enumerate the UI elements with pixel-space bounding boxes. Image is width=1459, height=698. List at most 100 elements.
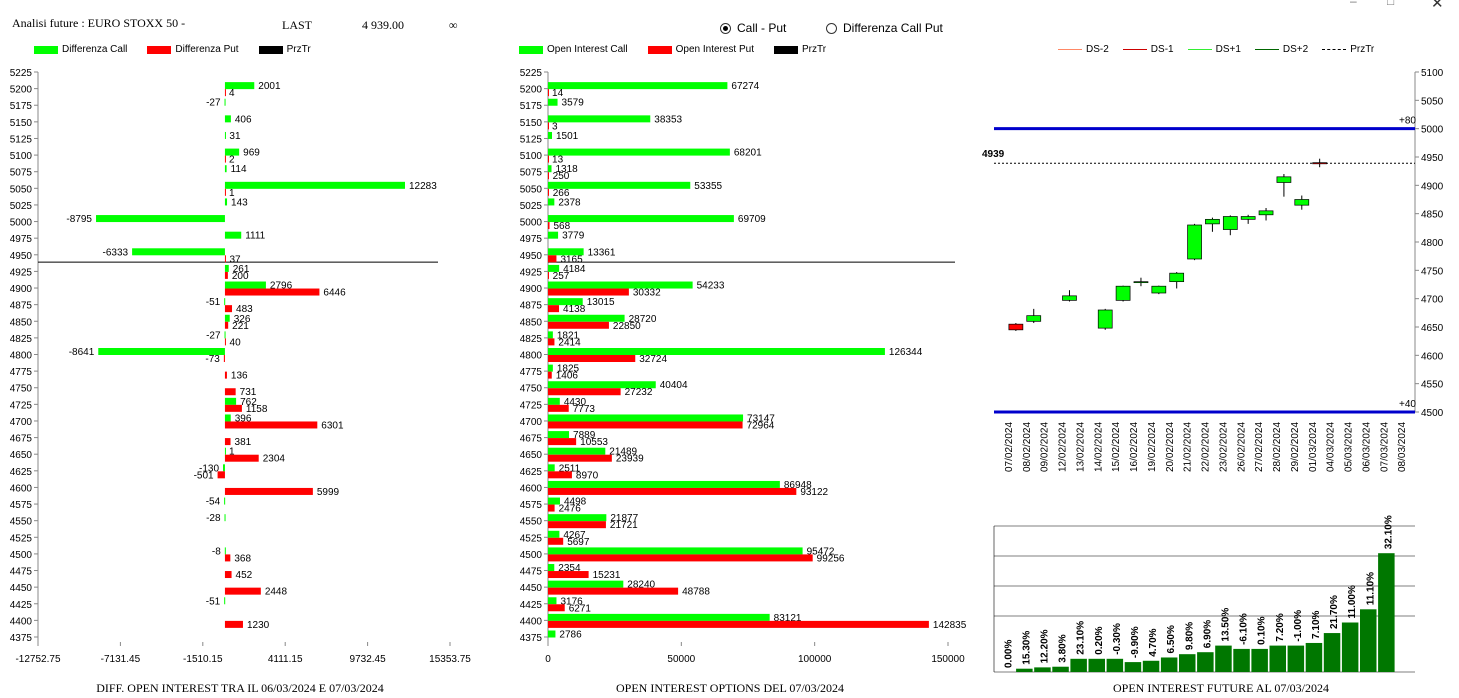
- y-tick-label: 4725: [520, 400, 543, 411]
- y-tick-label: 5125: [520, 134, 543, 145]
- data-label: -8795: [66, 214, 92, 225]
- minimize-icon[interactable]: –: [1350, 0, 1357, 8]
- data-label: 2796: [270, 281, 293, 292]
- x-tick-label: 4111.15: [268, 654, 303, 665]
- data-label: 12283: [409, 181, 437, 192]
- data-label: 257: [553, 271, 570, 282]
- data-label: -51: [206, 596, 221, 607]
- radio-differenza-call-put[interactable]: Differenza Call Put: [826, 21, 943, 35]
- legend-swatch-put: [147, 45, 172, 54]
- data-label: -8: [212, 546, 221, 557]
- bar-call: [548, 98, 558, 106]
- bar-put: [548, 271, 549, 279]
- data-label: 8970: [576, 470, 599, 481]
- bar-call: [548, 314, 625, 322]
- bar-put: [224, 155, 226, 163]
- bar-put: [224, 305, 233, 313]
- bar-call: [224, 181, 405, 189]
- data-label: 53355: [694, 181, 722, 192]
- bar-label: 0.20%: [1094, 626, 1105, 654]
- data-label: 2414: [558, 337, 581, 348]
- legend-label: DS-2: [1086, 44, 1109, 55]
- y-tick-label: 4675: [520, 434, 543, 445]
- data-label: 37: [229, 254, 241, 265]
- data-label: 27232: [625, 387, 653, 398]
- date-label: 19/02/2024: [1147, 422, 1158, 472]
- data-label: 1158: [246, 404, 268, 415]
- bar-label: 7.20%: [1275, 613, 1286, 641]
- bar-call: [548, 464, 555, 472]
- bar-call: [224, 314, 230, 322]
- bar-put: [548, 388, 621, 396]
- bar: [1251, 648, 1268, 672]
- date-label: 21/02/2024: [1183, 422, 1194, 472]
- data-label: 21877: [610, 513, 638, 524]
- data-label: 126344: [889, 347, 923, 358]
- bar-put: [224, 255, 226, 263]
- y-tick-label: 4875: [10, 301, 33, 312]
- bar-put: [224, 421, 318, 429]
- bar-call: [224, 597, 226, 605]
- date-label: 28/02/2024: [1272, 422, 1283, 472]
- y-tick-label: 5150: [10, 118, 33, 129]
- data-label: 2354: [558, 563, 581, 574]
- date-label: 06/03/2024: [1361, 422, 1372, 472]
- close-icon[interactable]: ✕: [1431, 0, 1444, 12]
- y-tick-label: 4550: [10, 517, 33, 528]
- last-value: 4 939.00: [362, 18, 404, 32]
- y-tick-label: 4950: [520, 251, 543, 262]
- legend-label: Open Interest Put: [675, 44, 754, 55]
- bar: [1287, 645, 1305, 672]
- caption-middle: OPEN INTEREST OPTIONS DEL 07/03/2024: [616, 681, 844, 695]
- bar-call: [224, 547, 226, 555]
- legend-label: DS+1: [1215, 44, 1241, 55]
- y-tick-label: 4775: [10, 367, 33, 378]
- bar-label: 11.10%: [1365, 572, 1376, 605]
- bar-call: [548, 447, 606, 455]
- bar-call: [224, 115, 231, 123]
- data-label: -51: [206, 297, 221, 308]
- data-label: 38353: [654, 114, 682, 125]
- bar-put: [548, 288, 629, 296]
- radio-indicator: [826, 22, 837, 34]
- data-label: 10553: [580, 437, 608, 448]
- data-label: 4498: [564, 497, 587, 508]
- bar-call: [548, 348, 885, 355]
- bar: [1197, 652, 1214, 672]
- y-tick-label: 5050: [10, 184, 33, 195]
- candle-body: [1312, 162, 1328, 165]
- bar-call: [548, 181, 691, 189]
- bar-call: [224, 264, 229, 272]
- maximize-icon[interactable]: □: [1387, 0, 1395, 8]
- date-label: 01/03/2024: [1308, 422, 1319, 472]
- candle-body: [1151, 285, 1167, 294]
- bar-put: [548, 371, 552, 379]
- y-tick-label: 5200: [520, 85, 543, 96]
- legend-label: Differenza Call: [62, 44, 128, 55]
- y-tick-label: 4625: [520, 467, 543, 478]
- y-tick-label: 4500: [1421, 408, 1444, 419]
- bar-call: [224, 231, 242, 239]
- candle-body: [1169, 272, 1185, 283]
- bar-call: [224, 148, 240, 156]
- data-label: 114: [231, 164, 247, 175]
- y-tick-label: 4450: [520, 583, 543, 594]
- radio-call-put[interactable]: Call - Put: [720, 21, 786, 35]
- bar: [1070, 658, 1087, 672]
- bar-put: [548, 604, 565, 612]
- y-tick-label: 4425: [10, 600, 33, 611]
- y-tick-label: 4650: [10, 450, 33, 461]
- date-label: 12/02/2024: [1058, 422, 1069, 472]
- bar-label: -0.30%: [1112, 623, 1123, 655]
- radio-label-call-put: Call - Put: [737, 21, 787, 35]
- bar-call: [548, 331, 553, 339]
- bar-call: [224, 198, 228, 206]
- y-tick-label: 5150: [520, 118, 543, 129]
- y-tick-label: 5025: [10, 201, 33, 212]
- data-label: 568: [554, 221, 571, 232]
- bar-label: 32.10%: [1383, 515, 1394, 549]
- data-label: 3579: [562, 98, 585, 109]
- bar-put: [548, 487, 797, 495]
- y-tick-label: 4400: [520, 616, 543, 627]
- y-tick-label: 4600: [520, 483, 543, 494]
